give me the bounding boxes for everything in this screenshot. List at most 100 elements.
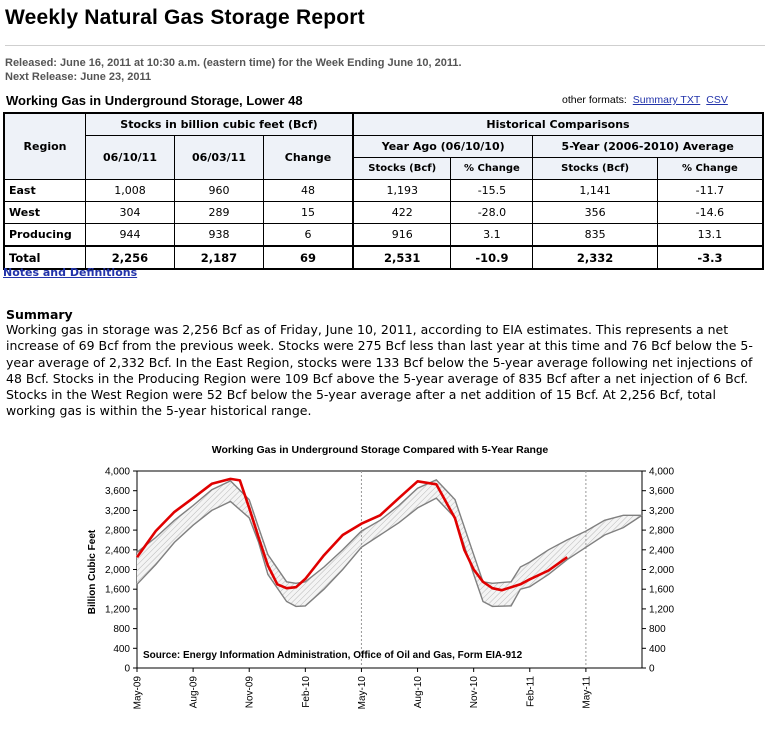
five-year-stocks-header: Stocks (Bcf): [532, 157, 658, 180]
y-tick-label-left: 2,400: [105, 545, 130, 556]
table-cell: -11.7: [656, 179, 764, 202]
y-tick-label-left: 400: [113, 644, 130, 655]
stocks-group-header: Stocks in billion cubic feet (Bcf): [85, 112, 354, 136]
y-tick-label-right: 2,400: [649, 545, 674, 556]
region-cell: East: [3, 179, 86, 202]
table-row-east: East 1,008 960 48 1,193 -15.5 1,141 -11.…: [3, 179, 764, 202]
y-tick-label-right: 2,000: [649, 565, 674, 576]
table-cell: 1,141: [532, 179, 658, 202]
region-cell: Total: [3, 245, 86, 270]
y-tick-label-left: 2,800: [105, 526, 130, 537]
table-cell: 15: [263, 201, 354, 224]
page-title: Weekly Natural Gas Storage Report: [5, 6, 365, 29]
table-cell: 2,256: [85, 245, 175, 270]
table-cell: 938: [174, 223, 264, 247]
y-tick-label-left: 2,000: [105, 565, 130, 576]
release-info: Released: June 16, 2011 at 10:30 a.m. (e…: [5, 56, 462, 84]
y-tick-label-right: 0: [649, 664, 655, 675]
y-tick-label-right: 3,600: [649, 486, 674, 497]
table-cell: 1,193: [352, 179, 452, 202]
table-cell: 48: [263, 179, 354, 202]
table-title: Working Gas in Underground Storage, Lowe…: [6, 93, 303, 108]
y-tick-label-left: 3,600: [105, 486, 130, 497]
table-cell: -15.5: [450, 179, 534, 202]
table-cell: -10.9: [450, 245, 534, 270]
table-row-total: Total 2,256 2,187 69 2,531 -10.9 2,332 -…: [3, 245, 764, 270]
summary-text: Working gas in storage was 2,256 Bcf as …: [6, 322, 753, 419]
y-tick-label-left: 800: [113, 624, 130, 635]
region-header: Region: [3, 112, 86, 180]
five-year-header: 5-Year (2006-2010) Average: [532, 135, 764, 158]
y-tick-label-right: 1,600: [649, 585, 674, 596]
table-cell: 6: [263, 223, 354, 247]
y-tick-label-right: 2,800: [649, 526, 674, 537]
chart-title: Working Gas in Underground Storage Compa…: [212, 444, 549, 456]
x-tick-label: Nov-10: [469, 676, 480, 709]
y-tick-label-left: 0: [124, 664, 130, 675]
other-formats-label: other formats:: [562, 94, 627, 106]
notes-definitions-link[interactable]: Notes and Definitions: [3, 266, 138, 279]
y-tick-label-right: 4,000: [649, 467, 674, 478]
y-tick-label-right: 800: [649, 624, 666, 635]
y-tick-label-right: 400: [649, 644, 666, 655]
change-header: Change: [263, 135, 354, 180]
range-lower-line: [136, 497, 643, 608]
x-tick-label: May-11: [581, 676, 592, 709]
storage-table: Region Stocks in billion cubic feet (Bcf…: [3, 112, 764, 270]
y-axis-label: Billion Cubic Feet: [87, 529, 98, 614]
chart-source: Source: Energy Information Administratio…: [143, 650, 523, 661]
table-cell: -28.0: [450, 201, 534, 224]
y-tick-label-left: 1,200: [105, 604, 130, 615]
x-tick-label: Aug-10: [413, 676, 424, 709]
table-cell: -14.6: [656, 201, 764, 224]
date2-header: 06/03/11: [174, 135, 264, 180]
working-gas-line: [135, 477, 568, 592]
table-row-west: West 304 289 15 422 -28.0 356 -14.6: [3, 201, 764, 224]
date1-header: 06/10/11: [85, 135, 175, 180]
table-cell: 1,008: [85, 179, 175, 202]
year-ago-header: Year Ago (06/10/10): [352, 135, 534, 158]
storage-chart: Working Gas in Underground Storage Compa…: [87, 444, 674, 710]
summary-heading: Summary: [6, 307, 73, 322]
csv-link[interactable]: CSV: [706, 94, 728, 106]
table-cell: 304: [85, 201, 175, 224]
x-tick-label: Nov-09: [245, 676, 256, 709]
table-cell: 2,187: [174, 245, 264, 270]
y-tick-label-left: 1,600: [105, 585, 130, 596]
x-tick-label: May-09: [133, 676, 144, 710]
y-tick-label-left: 4,000: [105, 467, 130, 478]
y-tick-label-left: 3,200: [105, 506, 130, 517]
table-row-producing: Producing 944 938 6 916 3.1 835 13.1: [3, 223, 764, 247]
x-tick-label: Feb-10: [301, 676, 312, 708]
table-cell: 944: [85, 223, 175, 247]
x-tick-label: May-10: [357, 676, 368, 710]
table-cell: 422: [352, 201, 452, 224]
y-tick-label-right: 1,200: [649, 604, 674, 615]
table-cell: 69: [263, 245, 354, 270]
other-formats: other formats: Summary TXT CSV: [562, 94, 728, 106]
table-cell: 835: [532, 223, 658, 247]
five-year-pct-header: % Change: [656, 157, 764, 180]
table-cell: 289: [174, 201, 264, 224]
next-release-date: Next Release: June 23, 2011: [5, 71, 152, 83]
x-tick-label: Aug-09: [189, 676, 200, 709]
region-cell: Producing: [3, 223, 86, 247]
y-tick-label-right: 3,200: [649, 506, 674, 517]
region-cell: West: [3, 201, 86, 224]
release-date: Released: June 16, 2011 at 10:30 a.m. (e…: [5, 57, 462, 69]
table-cell: 2,531: [352, 245, 452, 270]
historical-group-header: Historical Comparisons: [352, 112, 764, 136]
table-cell: 3.1: [450, 223, 534, 247]
table-cell: 13.1: [656, 223, 764, 247]
table-cell: 2,332: [532, 245, 658, 270]
year-ago-pct-header: % Change: [450, 157, 534, 180]
year-ago-stocks-header: Stocks (Bcf): [352, 157, 452, 180]
x-tick-label: Feb-11: [525, 676, 536, 707]
table-cell: 960: [174, 179, 264, 202]
title-divider: [5, 45, 765, 46]
summary-txt-link[interactable]: Summary TXT: [632, 94, 701, 106]
range-upper-line: [136, 479, 642, 585]
table-cell: 916: [352, 223, 452, 247]
table-cell: 356: [532, 201, 658, 224]
table-cell: -3.3: [656, 245, 764, 270]
